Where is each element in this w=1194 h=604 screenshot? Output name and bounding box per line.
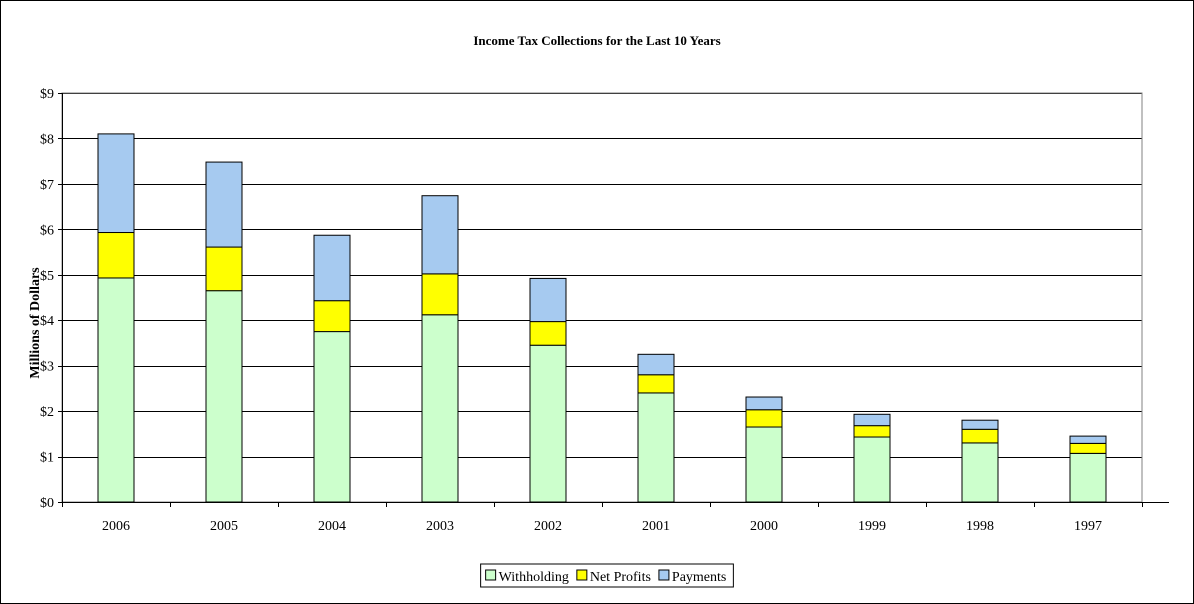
bar-segment-withholding-2004 (313, 331, 351, 503)
bar-segment-payments-2000 (745, 396, 783, 411)
y-tick-label: $0 (40, 496, 54, 511)
bar-segment-withholding-2006 (97, 277, 135, 503)
y-tick-label: $3 (40, 360, 54, 375)
y-tick-label: $1 (40, 451, 54, 466)
x-tick-label: 1997 (1074, 519, 1102, 534)
y-tick-label: $6 (40, 223, 54, 238)
legend-box (480, 563, 734, 588)
y-tick-label: $7 (40, 178, 54, 193)
x-tick-label: 2001 (642, 519, 670, 534)
bar-segment-payments-2003 (421, 195, 459, 275)
y-axis-label: Millions of Dollars (28, 267, 43, 379)
bar-segment-net-profits-1999 (853, 425, 891, 438)
bar-segment-net-profits-2005 (205, 246, 243, 292)
x-tick-label: 2005 (210, 519, 238, 534)
bar-segment-withholding-2003 (421, 314, 459, 503)
bar-segment-net-profits-2003 (421, 273, 459, 316)
bar-segment-withholding-2005 (205, 290, 243, 503)
bar-segment-payments-2001 (637, 353, 675, 376)
y-tick-label: $4 (40, 314, 54, 329)
bar-segment-payments-2004 (313, 234, 351, 302)
legend-label-payments: Payments (672, 570, 726, 585)
bar-segment-withholding-1998 (961, 442, 999, 503)
bar-segment-payments-2002 (529, 277, 567, 323)
bar-segment-withholding-1999 (853, 436, 891, 503)
y-tick-label: $5 (40, 269, 54, 284)
bar-segment-withholding-2002 (529, 344, 567, 503)
bar-segment-payments-1997 (1069, 435, 1107, 444)
bar-segment-net-profits-1997 (1069, 442, 1107, 454)
chart-title: Income Tax Collections for the Last 10 Y… (473, 33, 720, 48)
bar-segment-net-profits-2006 (97, 232, 135, 279)
x-tick-label: 2004 (318, 519, 346, 534)
bar-segment-withholding-2000 (745, 426, 783, 503)
axes (58, 93, 1169, 507)
x-tick-label: 2003 (426, 519, 454, 534)
bar-segment-net-profits-2000 (745, 409, 783, 428)
y-tick-labels: $0 $1 $2 $3 $4 $5 $6 $7 $8 $9 (40, 87, 54, 511)
y-tick-label: $2 (40, 405, 54, 420)
x-tick-label: 1999 (858, 519, 886, 534)
bar-segment-payments-2005 (205, 161, 243, 248)
bar-segment-withholding-2001 (637, 392, 675, 503)
bar-segment-withholding-1997 (1069, 452, 1107, 503)
bar-segment-payments-1999 (853, 413, 891, 427)
bars (97, 133, 1107, 503)
x-tick-label: 2006 (102, 519, 130, 534)
x-tick-label: 1998 (966, 519, 994, 534)
x-tick-label: 2000 (750, 519, 778, 534)
legend-label-withholding: Withholding (499, 570, 569, 585)
bar-segment-payments-2006 (97, 133, 135, 234)
legend-swatch-net-profits (576, 569, 588, 581)
legend-swatch-payments (658, 569, 670, 581)
bar-segment-net-profits-1998 (961, 428, 999, 444)
bar-segment-net-profits-2004 (313, 300, 351, 333)
legend: Withholding Net Profits Payments (480, 563, 734, 588)
x-tick-label: 2002 (534, 519, 562, 534)
x-tick-labels: 2006 2005 2004 2003 2002 2001 2000 1999 1998 1997 (102, 519, 1102, 534)
legend-label-net-profits: Net Profits (590, 570, 651, 585)
bar-segment-payments-1998 (961, 419, 999, 430)
legend-swatch-withholding (485, 569, 497, 581)
bar-segment-net-profits-2002 (529, 321, 567, 346)
y-tick-label: $9 (40, 87, 54, 102)
y-tick-label: $8 (40, 132, 54, 147)
bar-segment-net-profits-2001 (637, 374, 675, 394)
